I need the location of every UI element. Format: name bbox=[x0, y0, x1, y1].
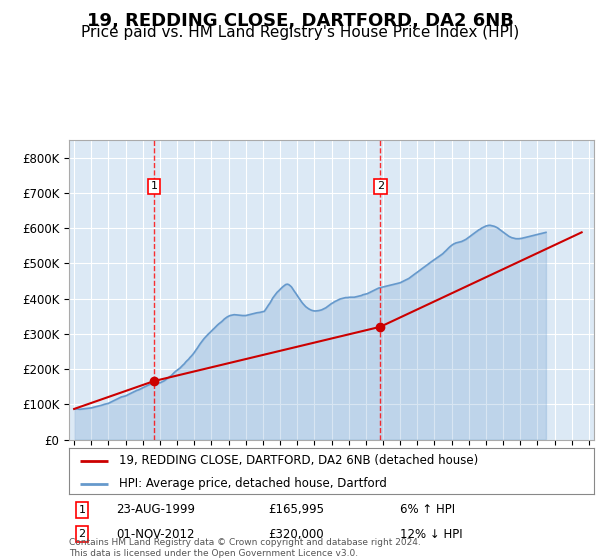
Text: HPI: Average price, detached house, Dartford: HPI: Average price, detached house, Dart… bbox=[119, 477, 387, 491]
Text: 2: 2 bbox=[377, 181, 384, 192]
Text: 1: 1 bbox=[151, 181, 157, 192]
Text: £320,000: £320,000 bbox=[269, 528, 324, 541]
Text: Price paid vs. HM Land Registry's House Price Index (HPI): Price paid vs. HM Land Registry's House … bbox=[81, 25, 519, 40]
Text: 6% ↑ HPI: 6% ↑ HPI bbox=[400, 503, 455, 516]
Text: Contains HM Land Registry data © Crown copyright and database right 2024.
This d: Contains HM Land Registry data © Crown c… bbox=[69, 538, 421, 558]
Text: £165,995: £165,995 bbox=[269, 503, 325, 516]
Text: 2: 2 bbox=[79, 529, 86, 539]
Text: 1: 1 bbox=[79, 505, 86, 515]
Text: 19, REDDING CLOSE, DARTFORD, DA2 6NB: 19, REDDING CLOSE, DARTFORD, DA2 6NB bbox=[86, 12, 514, 30]
Text: 19, REDDING CLOSE, DARTFORD, DA2 6NB (detached house): 19, REDDING CLOSE, DARTFORD, DA2 6NB (de… bbox=[119, 454, 478, 468]
Text: 01-NOV-2012: 01-NOV-2012 bbox=[116, 528, 195, 541]
Text: 23-AUG-1999: 23-AUG-1999 bbox=[116, 503, 195, 516]
Text: 12% ↓ HPI: 12% ↓ HPI bbox=[400, 528, 463, 541]
